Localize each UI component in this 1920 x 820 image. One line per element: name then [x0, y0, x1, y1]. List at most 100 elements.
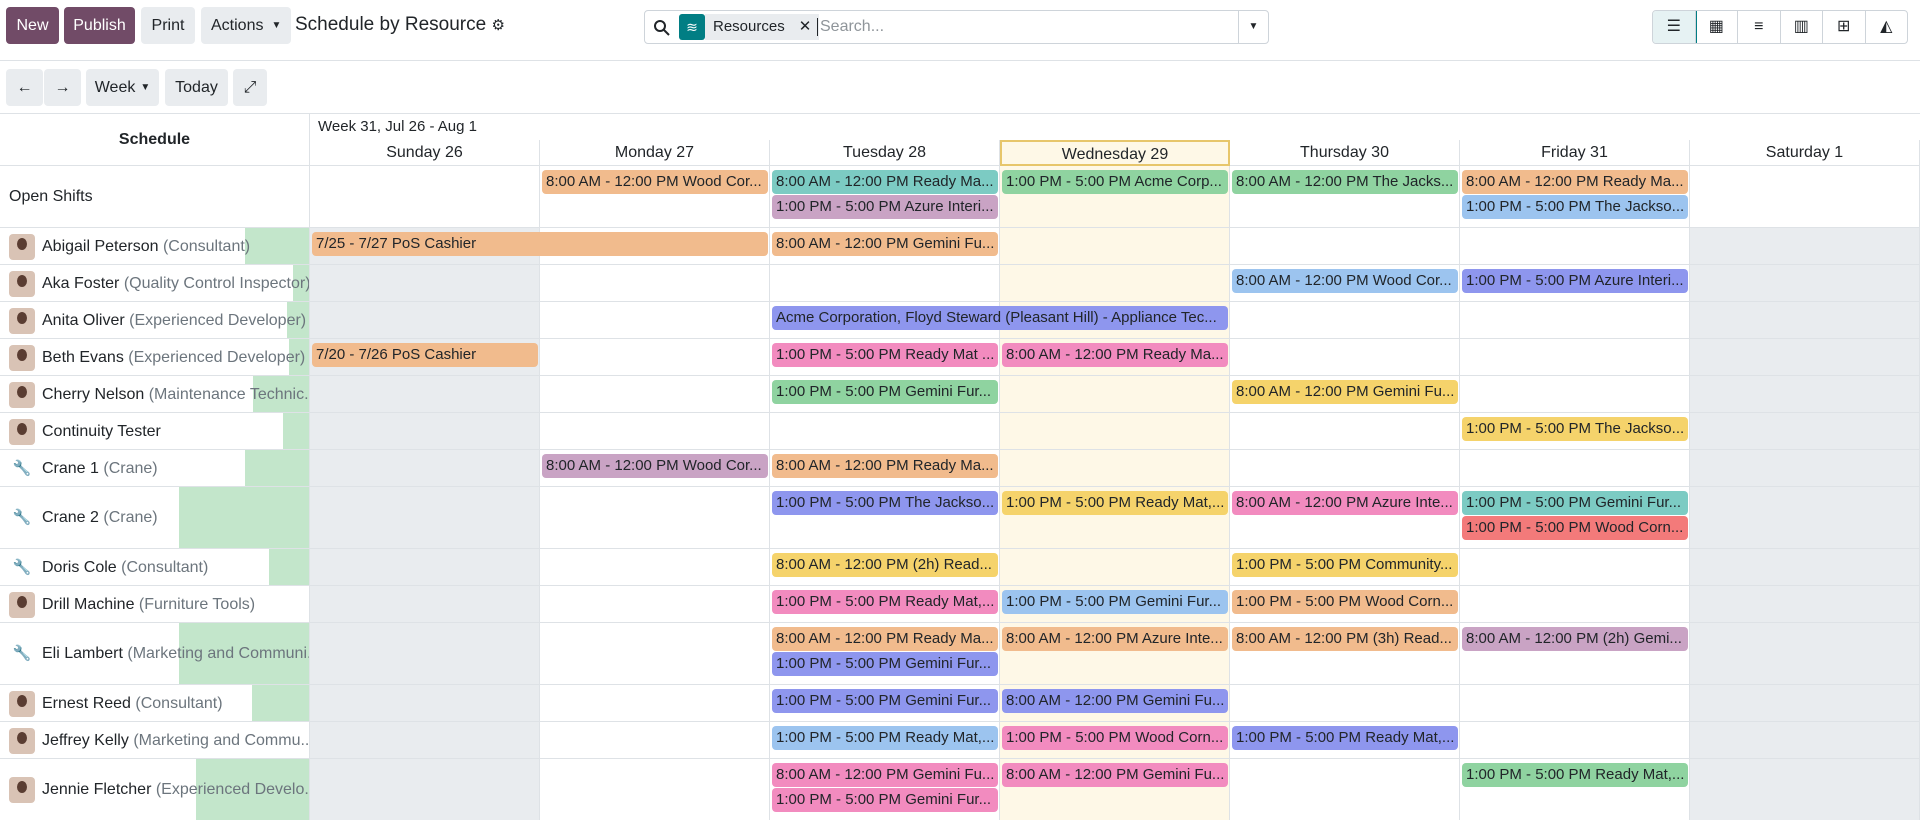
- shift-pill[interactable]: Acme Corporation, Floyd Steward (Pleasan…: [772, 306, 1228, 330]
- resource-name: Drill Machine (Furniture Tools): [42, 595, 255, 615]
- print-button[interactable]: Print: [141, 7, 195, 44]
- day-cell: [540, 623, 770, 685]
- avatar-face: [17, 237, 27, 250]
- view-button[interactable]: ▥: [1781, 11, 1823, 43]
- avatar: [9, 777, 35, 803]
- search-box[interactable]: ≋ Resources ✕ Search... ▼: [644, 10, 1269, 44]
- avatar: 🔧: [12, 509, 32, 526]
- role: (Experienced Developer): [129, 311, 307, 329]
- shift-pill[interactable]: 1:00 PM - 5:00 PM Gemini Fur...: [1002, 590, 1228, 614]
- shift-pill[interactable]: 1:00 PM - 5:00 PM Gemini Fur...: [772, 689, 998, 713]
- shift-pill[interactable]: 1:00 PM - 5:00 PM Azure Interi...: [1462, 269, 1688, 293]
- name: Continuity Tester: [42, 422, 161, 440]
- shift-pill[interactable]: 8:00 AM - 12:00 PM Ready Ma...: [1002, 343, 1228, 367]
- avatar: [9, 418, 35, 445]
- name: Abigail Peterson: [42, 237, 159, 255]
- gear-icon[interactable]: ⚙: [491, 17, 505, 34]
- actions-button[interactable]: Actions ▼: [201, 7, 291, 44]
- day-cell: [1690, 166, 1920, 228]
- next-button[interactable]: →: [44, 69, 81, 106]
- new-button[interactable]: New: [6, 7, 59, 44]
- shift-pill[interactable]: 1:00 PM - 5:00 PM Ready Mat,...: [772, 726, 998, 750]
- shift-pill[interactable]: 1:00 PM - 5:00 PM Ready Mat,...: [772, 590, 998, 614]
- shift-pill[interactable]: 8:00 AM - 12:00 PM Gemini Fu...: [1232, 380, 1458, 404]
- shift-pill[interactable]: 8:00 AM - 12:00 PM Gemini Fu...: [1002, 689, 1228, 713]
- shift-pill[interactable]: 8:00 AM - 12:00 PM Gemini Fu...: [772, 763, 998, 787]
- day-cell: [1690, 759, 1920, 820]
- day-cell: [540, 586, 770, 623]
- role: (Consultant): [121, 558, 209, 576]
- role: (Experienced Developer): [128, 348, 306, 366]
- expand-button[interactable]: ⤢: [233, 69, 267, 106]
- shift-pill[interactable]: 8:00 AM - 12:00 PM Ready Ma...: [1462, 170, 1688, 194]
- resource-cell: Ernest Reed (Consultant): [0, 685, 310, 722]
- shift-pill[interactable]: 1:00 PM - 5:00 PM Azure Interi...: [772, 195, 998, 219]
- shift-pill[interactable]: 1:00 PM - 5:00 PM Ready Mat,...: [1232, 726, 1458, 750]
- shift-pill[interactable]: 1:00 PM - 5:00 PM Wood Corn...: [1232, 590, 1458, 614]
- avatar: 🔧: [12, 558, 32, 576]
- shift-pill[interactable]: 8:00 AM - 12:00 PM (2h) Read...: [772, 553, 998, 577]
- shift-pill[interactable]: 1:00 PM - 5:00 PM Acme Corp...: [1002, 170, 1228, 194]
- search-toggle[interactable]: ▼: [1238, 11, 1268, 43]
- facet-label: Resources: [713, 18, 785, 35]
- view-button[interactable]: ≡: [1738, 11, 1781, 43]
- shift-pill[interactable]: 8:00 AM - 12:00 PM Gemini Fu...: [1002, 763, 1228, 787]
- shift-pill[interactable]: 8:00 AM - 12:00 PM Azure Inte...: [1232, 491, 1458, 515]
- shift-pill[interactable]: 1:00 PM - 5:00 PM The Jackso...: [1462, 195, 1688, 219]
- publish-button[interactable]: Publish: [64, 7, 135, 44]
- shift-pill[interactable]: 8:00 AM - 12:00 PM (3h) Read...: [1232, 627, 1458, 651]
- day-cell: [310, 549, 540, 586]
- workload-bar: [293, 265, 309, 301]
- today-button[interactable]: Today: [165, 69, 228, 106]
- prev-button[interactable]: ←: [6, 69, 43, 106]
- shift-pill[interactable]: 8:00 AM - 12:00 PM Azure Inte...: [1002, 627, 1228, 651]
- shift-pill[interactable]: 1:00 PM - 5:00 PM Gemini Fur...: [772, 788, 998, 812]
- workload-bar: [179, 487, 309, 548]
- shift-pill[interactable]: 7/20 - 7/26 PoS Cashier: [312, 343, 538, 367]
- shift-pill[interactable]: 1:00 PM - 5:00 PM The Jackso...: [772, 491, 998, 515]
- shift-pill[interactable]: 1:00 PM - 5:00 PM Ready Mat ...: [772, 343, 998, 367]
- shift-pill[interactable]: 8:00 AM - 12:00 PM (2h) Gemi...: [1462, 627, 1688, 651]
- shift-pill[interactable]: 8:00 AM - 12:00 PM Wood Cor...: [542, 170, 768, 194]
- shift-pill[interactable]: 8:00 AM - 12:00 PM Gemini Fu...: [772, 232, 998, 256]
- workload-bar: [287, 302, 309, 338]
- role: (Crane): [103, 509, 158, 526]
- shift-pill[interactable]: 8:00 AM - 12:00 PM Ready Ma...: [772, 627, 998, 651]
- day-cell: [1230, 302, 1460, 339]
- day-cell: [310, 722, 540, 759]
- view-button[interactable]: ☰: [1653, 11, 1697, 43]
- search-input[interactable]: Search...: [817, 18, 884, 36]
- shift-pill[interactable]: 8:00 AM - 12:00 PM Ready Ma...: [772, 170, 998, 194]
- shift-pill[interactable]: 1:00 PM - 5:00 PM Gemini Fur...: [1462, 491, 1688, 515]
- day-cell: [540, 339, 770, 376]
- name: Doris Cole: [42, 558, 117, 576]
- day-cell: [1690, 685, 1920, 722]
- shift-pill[interactable]: 8:00 AM - 12:00 PM Wood Cor...: [1232, 269, 1458, 293]
- avatar: [9, 344, 35, 371]
- day-header: Thursday 30: [1230, 140, 1460, 166]
- shift-pill[interactable]: 8:00 AM - 12:00 PM The Jacks...: [1232, 170, 1458, 194]
- shift-pill[interactable]: 1:00 PM - 5:00 PM Community...: [1232, 553, 1458, 577]
- view-button[interactable]: ◭: [1880, 18, 1893, 35]
- workload-bar: [289, 339, 309, 375]
- shift-pill[interactable]: 1:00 PM - 5:00 PM Wood Corn...: [1002, 726, 1228, 750]
- shift-pill[interactable]: 1:00 PM - 5:00 PM The Jackso...: [1462, 417, 1688, 441]
- shift-pill[interactable]: 1:00 PM - 5:00 PM Ready Mat,...: [1002, 491, 1228, 515]
- shift-pill[interactable]: 8:00 AM - 12:00 PM Wood Cor...: [542, 454, 768, 478]
- shift-pill[interactable]: 1:00 PM - 5:00 PM Wood Corn...: [1462, 516, 1688, 540]
- shift-pill[interactable]: 1:00 PM - 5:00 PM Gemini Fur...: [772, 652, 998, 676]
- avatar: 🔧: [12, 459, 32, 477]
- shift-pill[interactable]: 7/25 - 7/27 PoS Cashier: [312, 232, 768, 256]
- view-button[interactable]: ▦: [1696, 11, 1738, 43]
- shift-pill[interactable]: 8:00 AM - 12:00 PM Ready Ma...: [772, 454, 998, 478]
- role: (Furniture Tools): [138, 595, 256, 613]
- avatar: [9, 381, 35, 408]
- day-cell: [310, 487, 540, 549]
- view-button[interactable]: ⊞: [1823, 11, 1866, 43]
- shift-pill[interactable]: 1:00 PM - 5:00 PM Gemini Fur...: [772, 380, 998, 404]
- shift-pill[interactable]: 1:00 PM - 5:00 PM Ready Mat,...: [1462, 763, 1688, 787]
- resource-cell: Continuity Tester: [0, 413, 310, 450]
- facet-remove[interactable]: ✕: [798, 18, 812, 35]
- workload-bar: [179, 623, 309, 684]
- scale-button[interactable]: Week ▼: [86, 69, 159, 106]
